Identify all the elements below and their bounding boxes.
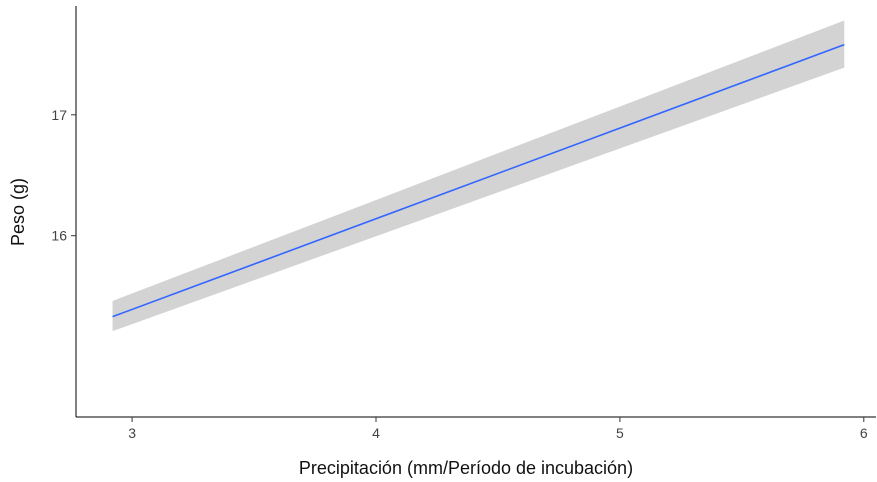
plot-area bbox=[112, 20, 845, 332]
x-tick-label: 6 bbox=[860, 425, 868, 441]
x-axis: 3 4 5 6 bbox=[76, 416, 876, 441]
y-tick-label: 17 bbox=[51, 107, 67, 123]
x-axis-title: Precipitación (mm/Período de incubación) bbox=[299, 458, 633, 478]
x-tick-label: 3 bbox=[128, 425, 136, 441]
x-tick-label: 5 bbox=[616, 425, 624, 441]
y-tick-label: 16 bbox=[51, 228, 67, 244]
x-tick-label: 4 bbox=[372, 425, 380, 441]
y-axis-title: Peso (g) bbox=[8, 178, 28, 246]
regression-line bbox=[112, 43, 845, 318]
confidence-band bbox=[112, 20, 845, 332]
